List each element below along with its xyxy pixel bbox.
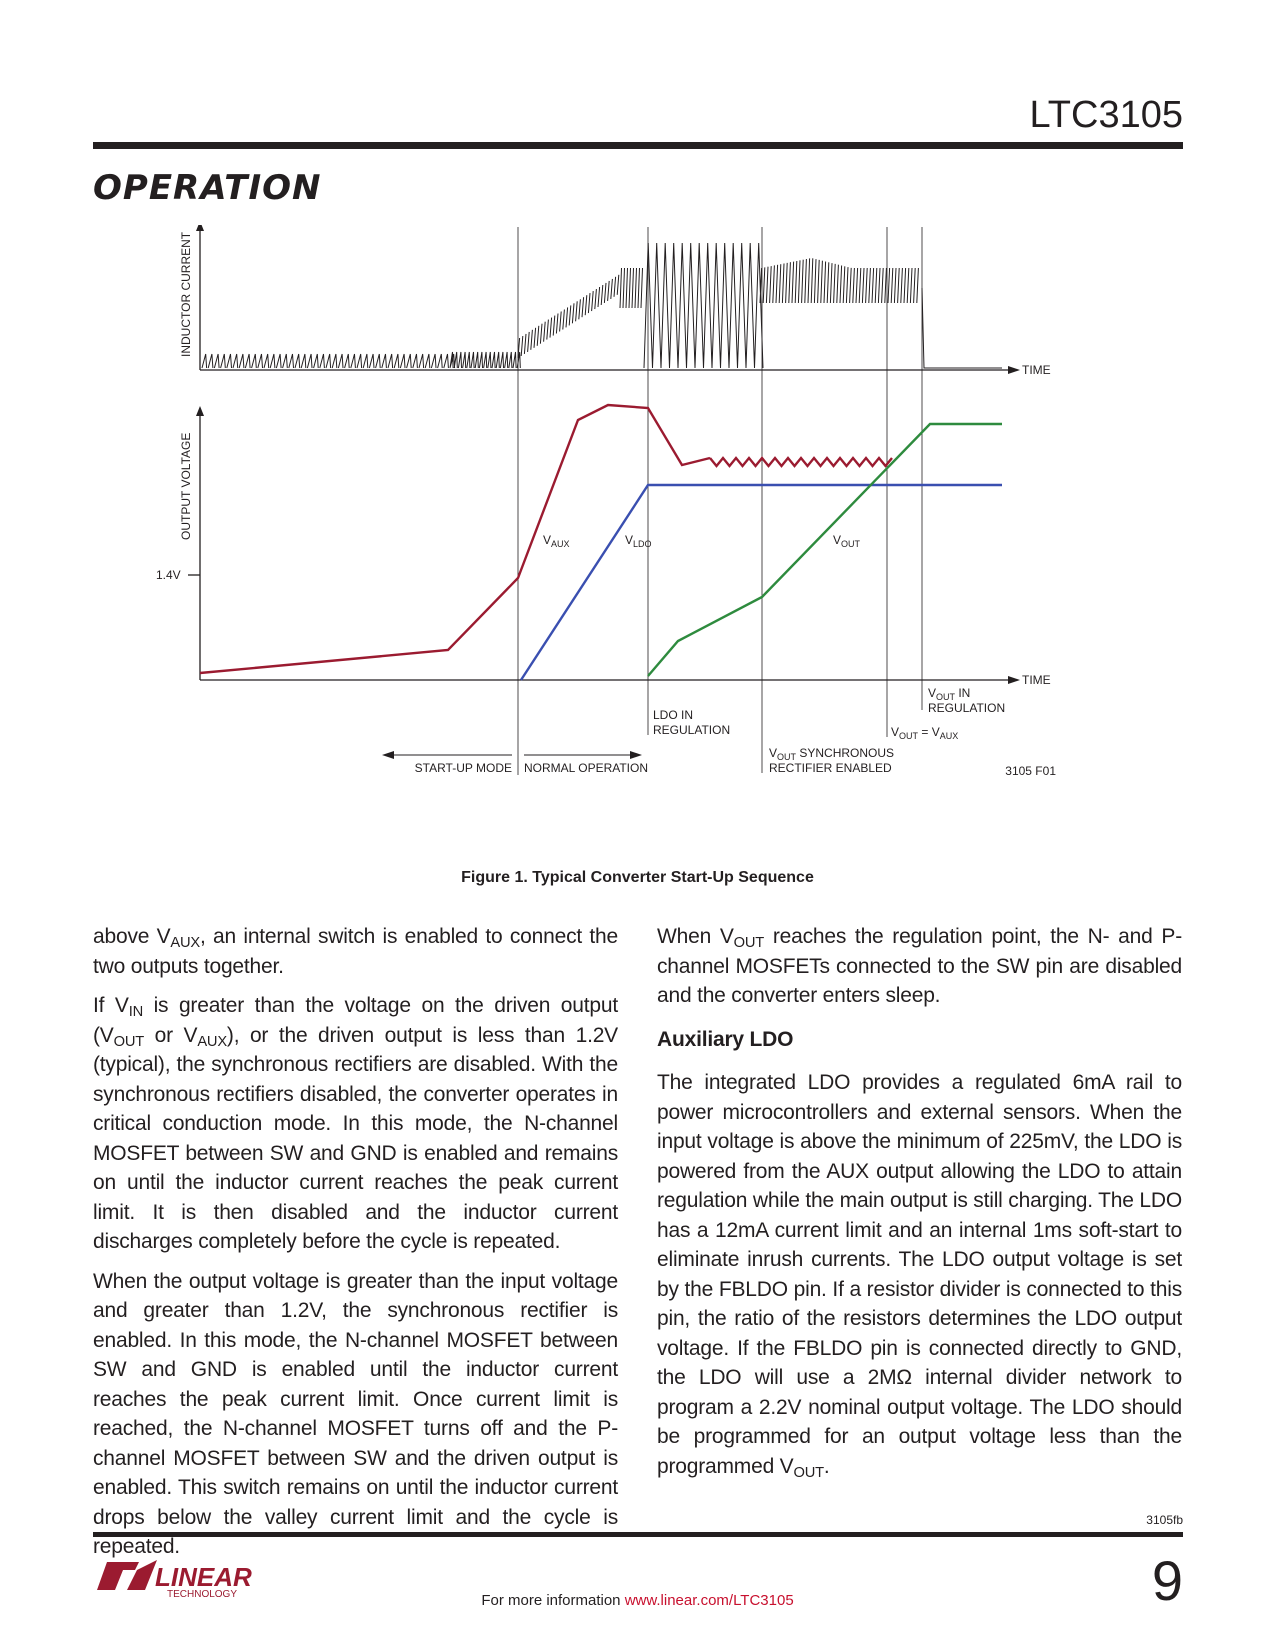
- vout-reg-label-2: REGULATION: [928, 701, 1005, 715]
- startup-mode-label: START-UP MODE: [415, 761, 512, 775]
- vaux-label: VAUX: [543, 533, 570, 549]
- footer-url-link[interactable]: www.linear.com/LTC3105: [624, 1592, 794, 1609]
- linear-technology-logo: LINEAR TECHNOLOGY: [97, 1560, 252, 1600]
- footer-rule: [93, 1532, 1183, 1537]
- logo-mark-right: [127, 1560, 157, 1590]
- vout-equals-vaux-label: VOUT = VAUX: [891, 725, 958, 741]
- auxiliary-ldo-heading: Auxiliary LDO: [657, 1027, 794, 1051]
- vldo-label: VLDO: [625, 533, 652, 549]
- output-voltage-label: OUTPUT VOLTAGE: [179, 433, 193, 540]
- document-number: 3105fb: [1146, 1513, 1183, 1527]
- startup-sequence-figure: TIME INDUCTOR CURRENT TIME OUTPUT VOLTAG…: [156, 225, 1056, 778]
- figure-caption: Figure 1. Typical Converter Start-Up Seq…: [461, 869, 814, 886]
- voltage-axis-arrow: [196, 406, 204, 416]
- right-paragraph-1: When VOUT reaches the regulation point, …: [657, 925, 1183, 1007]
- normal-operation-label: NORMAL OPERATION: [524, 761, 648, 775]
- logo-wordmark: LINEAR: [155, 1562, 252, 1592]
- time-arrow-bottom: [1008, 676, 1020, 684]
- current-axis-arrow: [196, 225, 204, 231]
- left-paragraph-1: above VAUX, an internal switch is enable…: [93, 925, 618, 978]
- vaux-ripple: [709, 456, 893, 468]
- vaux-curve: [199, 403, 711, 675]
- right-paragraph-2: The integrated LDO provides a regulated …: [657, 1071, 1182, 1481]
- time-label-bottom: TIME: [1022, 673, 1051, 687]
- left-column: above VAUX, an internal switch is enable…: [93, 922, 618, 1572]
- right-column: When VOUT reaches the regulation point, …: [657, 922, 1182, 1491]
- vout-curve: [647, 422, 1002, 677]
- footer-info: For more information www.linear.com/LTC3…: [481, 1592, 794, 1609]
- ldo-reg-label-2: REGULATION: [653, 723, 730, 737]
- vout-sync-label-2: RECTIFIER ENABLED: [769, 761, 892, 775]
- normal-arrow-head: [630, 751, 642, 759]
- left-paragraph-2: If VIN is greater than the voltage on th…: [93, 994, 618, 1253]
- time-arrow-top: [1008, 366, 1020, 374]
- header-rule: [93, 142, 1183, 149]
- inductor-current-waveform: [201, 242, 1002, 369]
- voltage-tick-label: 1.4V: [156, 568, 181, 582]
- ldo-reg-label-1: LDO IN: [653, 708, 693, 722]
- vout-label: VOUT: [833, 533, 861, 549]
- section-title: OPERATION: [93, 168, 322, 208]
- vout-sync-label-1: VOUT SYNCHRONOUS: [769, 746, 894, 762]
- part-number: LTC3105: [1029, 94, 1183, 136]
- vldo-curve: [519, 483, 1002, 681]
- page-number: 9: [1151, 1549, 1183, 1612]
- logo-mark-left: [97, 1562, 139, 1590]
- startup-arrow-head: [382, 751, 394, 759]
- logo-subtext: TECHNOLOGY: [167, 1589, 237, 1600]
- time-label-top: TIME: [1022, 363, 1051, 377]
- vout-reg-label-1: VOUT IN: [928, 686, 970, 702]
- inductor-current-label: INDUCTOR CURRENT: [179, 231, 193, 357]
- figure-code: 3105 F01: [1005, 764, 1056, 778]
- left-paragraph-3: When the output voltage is greater than …: [93, 1269, 618, 1559]
